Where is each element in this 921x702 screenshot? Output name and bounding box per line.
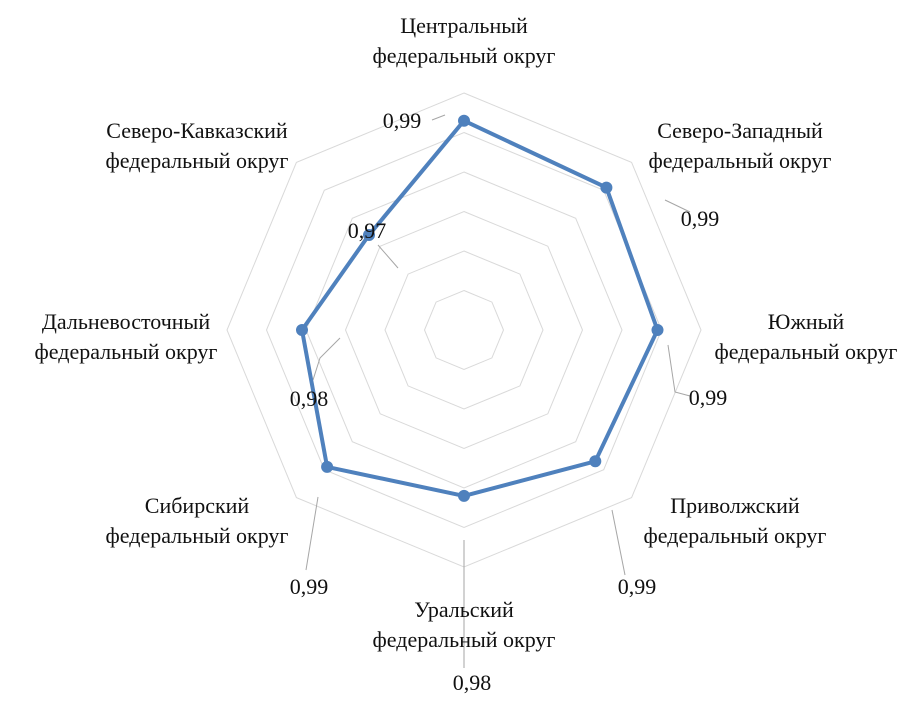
- leader-line-2: [664, 199, 691, 213]
- category-label-line: федеральный округ: [106, 148, 289, 173]
- data-point-5: [458, 489, 470, 502]
- category-label-line: федеральный округ: [649, 148, 832, 173]
- category-label-5: Уральский федеральный округ: [373, 597, 556, 652]
- grid-ring-4: [305, 171, 623, 489]
- leader-line-6: [305, 496, 319, 571]
- data-point-6: [321, 460, 334, 473]
- data-point-8: [363, 229, 375, 241]
- value-label-8: 0,97: [348, 218, 387, 243]
- grid-ring-3: [344, 210, 584, 450]
- value-label-4: 0,99: [618, 574, 657, 599]
- leader-line-3: [667, 344, 691, 397]
- category-label-2: Северо-Западный федеральный округ: [649, 118, 832, 173]
- value-labels: 0,99 0,99 0,99 0,99 0,98 0,99 0,98 0,97: [290, 108, 728, 695]
- value-label-3: 0,99: [689, 385, 728, 410]
- grid-ring-2: [384, 250, 544, 410]
- category-label-line: Центральный: [400, 13, 528, 38]
- category-label-3: Южный федеральный округ: [715, 309, 898, 364]
- category-label-line: Сибирский: [145, 493, 250, 518]
- data-point-2: [600, 181, 613, 194]
- category-label-line: федеральный округ: [35, 339, 218, 364]
- category-label-8: Северо-Кавказский федеральный округ: [106, 118, 289, 173]
- category-label-line: Северо-Западный: [657, 118, 823, 143]
- leader-line-4: [611, 509, 626, 576]
- category-label-1: Центральный федеральный округ: [373, 13, 556, 68]
- value-label-2: 0,99: [681, 206, 720, 231]
- series-layer: [296, 114, 664, 502]
- category-label-7: Дальневосточный федеральный округ: [35, 309, 218, 364]
- leader-line-1: [431, 114, 446, 121]
- category-label-line: Дальневосточный: [42, 309, 210, 334]
- data-point-1: [458, 114, 470, 127]
- leader-line-8: [377, 244, 399, 269]
- value-label-6: 0,99: [290, 574, 329, 599]
- data-point-3: [651, 324, 664, 336]
- category-label-line: федеральный округ: [373, 43, 556, 68]
- value-label-7: 0,98: [290, 386, 329, 411]
- category-labels: Центральный федеральный округСеверо-Запад…: [35, 13, 898, 652]
- category-label-line: Уральский: [414, 597, 514, 622]
- category-label-line: федеральный округ: [715, 339, 898, 364]
- data-point-4: [589, 455, 602, 468]
- data-label-leaders: [305, 114, 691, 668]
- grid-ring-1: [423, 289, 505, 371]
- category-label-line: Северо-Кавказский: [106, 118, 288, 143]
- category-label-line: Южный: [768, 309, 845, 334]
- category-label-line: федеральный округ: [644, 523, 827, 548]
- category-label-6: Сибирский федеральный округ: [106, 493, 289, 548]
- value-label-5: 0,98: [453, 670, 492, 695]
- category-label-line: Приволжский: [670, 493, 800, 518]
- category-label-4: Приволжский федеральный округ: [644, 493, 827, 548]
- category-label-line: федеральный округ: [106, 523, 289, 548]
- category-label-line: федеральный округ: [373, 627, 556, 652]
- leader-line-7: [312, 337, 341, 381]
- value-label-1: 0,99: [383, 108, 422, 133]
- data-point-7: [296, 324, 308, 336]
